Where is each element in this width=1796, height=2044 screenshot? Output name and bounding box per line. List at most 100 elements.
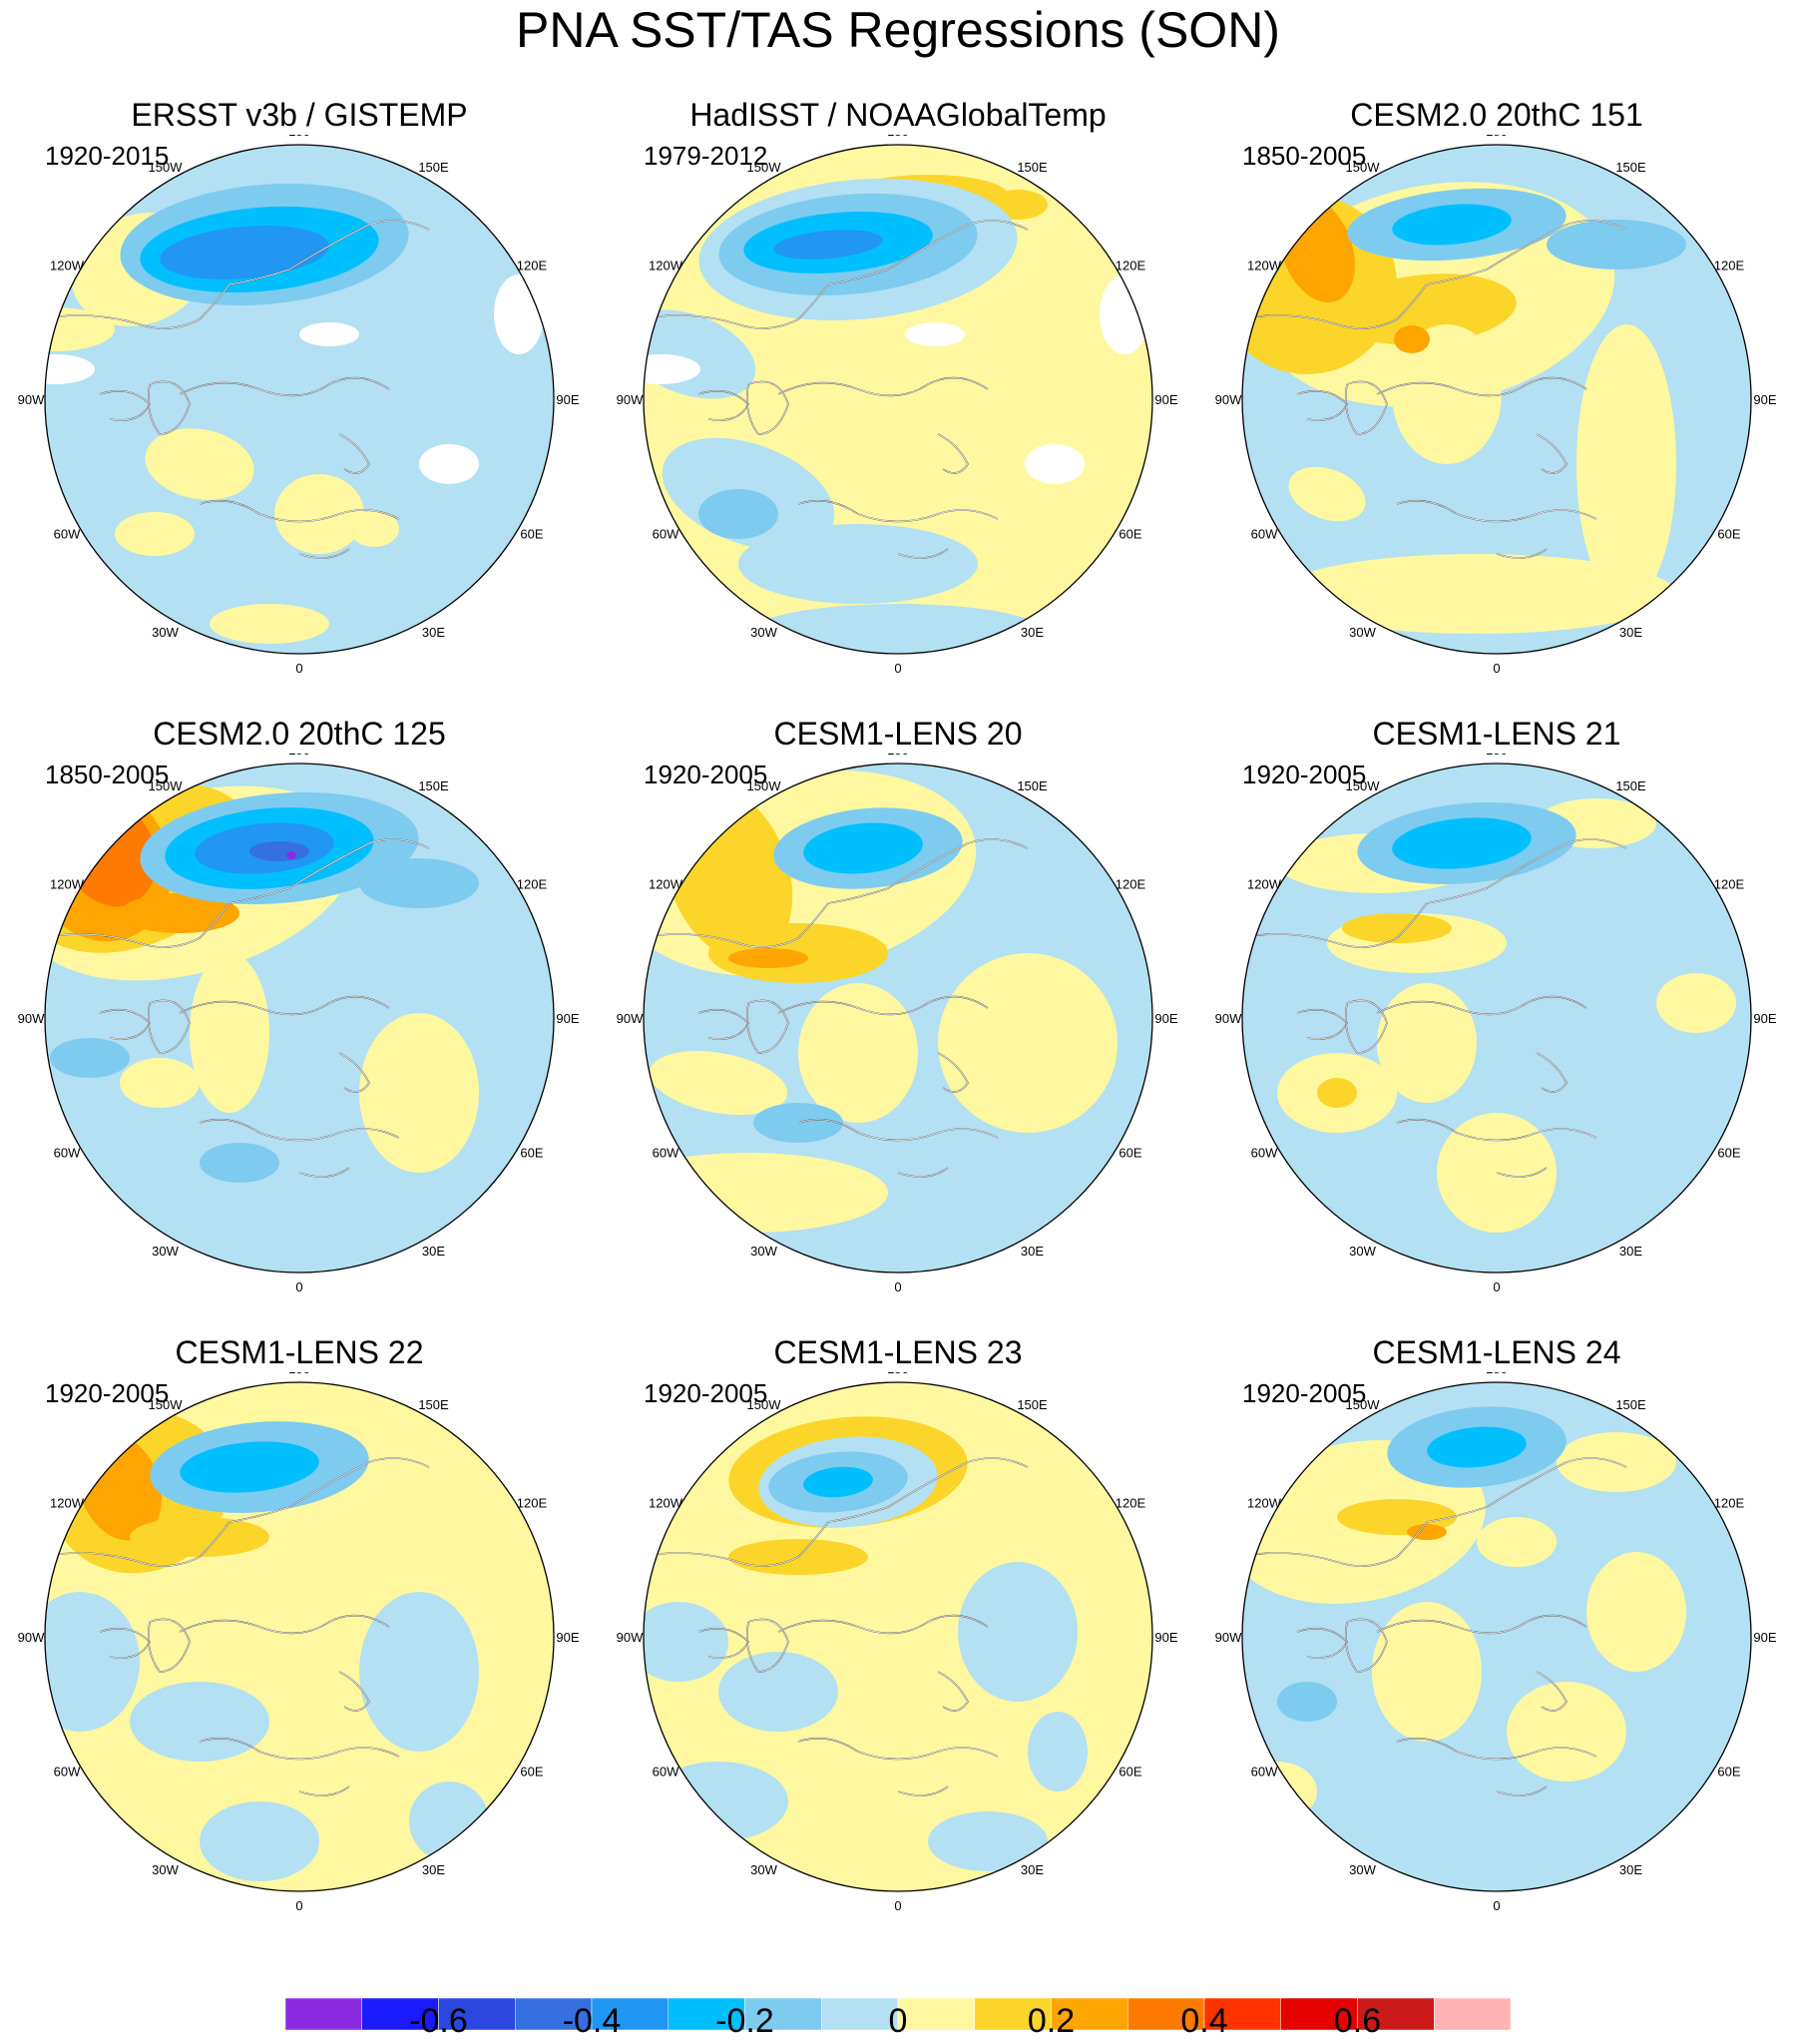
anomaly-region (1586, 1552, 1686, 1672)
coastline-highlight (1536, 433, 1568, 474)
colorbar-swatch (1051, 1997, 1128, 2031)
longitude-label: 150E (418, 1397, 449, 1412)
longitude-label: 90E (1753, 392, 1776, 407)
longitude-label: 30W (750, 1244, 777, 1259)
coastline-highlight (644, 283, 829, 329)
longitude-label: 180 (887, 135, 909, 139)
longitude-label: 60W (653, 1146, 679, 1161)
anomaly-field (45, 764, 554, 1273)
anomaly-region (1372, 1602, 1482, 1742)
polar-map: 180 150E 120E 90E 60E 30E 0 30W 60W 90W 120W 150W (1215, 1372, 1777, 1913)
longitude-label: 150W (1346, 1397, 1381, 1412)
anomaly-region (115, 512, 195, 556)
anomaly-region (130, 1517, 269, 1557)
longitude-label: 30W (1349, 1244, 1376, 1259)
coastline-highlight (148, 381, 191, 435)
figure-title: PNA SST/TAS Regressions (SON) (516, 2, 1280, 58)
colorbar-tick-label: -0.6 (409, 2002, 468, 2040)
coastline-highlight (746, 1000, 789, 1054)
panel-title: HadISST / NOAAGlobalTemp (689, 97, 1107, 133)
anomaly-region (274, 474, 364, 554)
anomaly-region (200, 1801, 319, 1881)
anomaly-region (286, 851, 296, 859)
longitude-label: 0 (1493, 661, 1500, 676)
polar-map: 180 150E 120E 90E 60E 30E 0 30W 60W 90W 120W 150W (617, 135, 1178, 676)
coastline-highlight (797, 1119, 999, 1141)
longitude-label: 120E (1116, 877, 1146, 892)
longitude-label: 60W (1251, 1146, 1278, 1161)
anomaly-region (773, 230, 883, 259)
coastline-highlight (298, 1167, 350, 1178)
coastline-highlight (1396, 1119, 1597, 1141)
longitude-label: 0 (894, 1279, 901, 1294)
polar-map: 180 150E 120E 90E 60E 30E 0 30W 60W 90W 120W 150W (18, 754, 580, 1294)
colorbar-tick-label: -0.2 (715, 2002, 774, 2040)
coastline-highlight (644, 1521, 829, 1567)
longitude-label: 120W (649, 877, 683, 892)
anomaly-region (948, 334, 1108, 474)
coastline-highlight (1536, 1052, 1568, 1093)
colorbar-swatch (361, 1997, 439, 2031)
anomaly-region (349, 511, 399, 547)
panel-title: CESM1-LENS 23 (773, 1334, 1023, 1370)
longitude-label: 90E (1154, 392, 1177, 407)
colorbar-tick-label: 0.4 (1180, 2002, 1228, 2040)
longitude-label: 150W (149, 160, 184, 175)
panel-title: CESM1-LENS 24 (1372, 1334, 1621, 1370)
map-panel: CESM1-LENS 23 1920-2005 180 150E 120E 90E 60… (599, 1332, 1197, 1951)
map-boundary (1241, 763, 1752, 1274)
polar-map: 180 150E 120E 90E 60E 30E 0 30W 60W 90W 120W 150W (617, 754, 1178, 1294)
longitude-label: 60E (1119, 527, 1141, 542)
polar-map: 180 150E 120E 90E 60E 30E 0 30W 60W 90W 120W 150W (18, 135, 580, 676)
longitude-label: 30W (750, 1862, 777, 1877)
panel-period: 1920-2005 (644, 760, 768, 789)
longitude-label: 30W (152, 1862, 179, 1877)
coastline-highlight (1376, 1615, 1587, 1634)
coastline-highlight (1376, 377, 1587, 396)
longitude-label: 60E (1717, 527, 1740, 542)
longitude-label: 120E (517, 877, 548, 892)
coastline-highlight (1345, 1000, 1388, 1054)
longitude-label: 30E (1619, 625, 1642, 640)
longitude-label: 120W (50, 1496, 85, 1511)
longitude-label: 90E (1753, 1011, 1776, 1026)
anomaly-region (1477, 1517, 1557, 1567)
missing-data (1100, 274, 1149, 354)
map-boundary (643, 144, 1153, 655)
coastline-highlight (937, 433, 969, 474)
anomaly-field (644, 1382, 1152, 1891)
panel-period: 1850-2005 (1242, 141, 1367, 171)
anomaly-region (803, 822, 923, 874)
missing-data (666, 572, 705, 596)
anomaly-region (249, 841, 309, 861)
coastline-highlight (179, 1615, 390, 1634)
colorbar-tick-label: 0.2 (1027, 2002, 1076, 2040)
colorbar-swatch (1203, 1997, 1281, 2031)
anomaly-field (644, 764, 1152, 1273)
coastline-highlight (1296, 1628, 1348, 1659)
longitude-label: 30E (1619, 1862, 1642, 1877)
coastline-highlight (746, 381, 789, 435)
longitude-label: 0 (295, 661, 302, 676)
colorbar-swatch (1357, 1997, 1435, 2031)
anomaly-region (1337, 273, 1517, 345)
longitude-label: 150E (418, 778, 449, 793)
longitude-label: 90W (617, 392, 644, 407)
anomaly-region (130, 1682, 269, 1762)
longitude-label: 120E (1714, 1496, 1745, 1511)
anomaly-region (1656, 973, 1736, 1033)
coastline-highlight (777, 1615, 989, 1634)
anomaly-field (1242, 145, 1751, 654)
longitude-label: 120E (1714, 877, 1745, 892)
longitude-label: 120E (517, 258, 548, 273)
coastline-highlight (99, 1628, 151, 1659)
coastline-highlight (199, 1119, 400, 1141)
longitude-label: 180 (1486, 754, 1508, 758)
longitude-label: 90W (1215, 392, 1242, 407)
missing-data (494, 274, 544, 354)
polar-map: 180 150E 120E 90E 60E 30E 0 30W 60W 90W 120W 150W (18, 1372, 580, 1913)
coastline-highlight (228, 220, 430, 285)
panel-period: 1920-2005 (644, 1378, 768, 1408)
longitude-label: 150W (149, 1397, 184, 1412)
anomaly-region (120, 893, 239, 933)
